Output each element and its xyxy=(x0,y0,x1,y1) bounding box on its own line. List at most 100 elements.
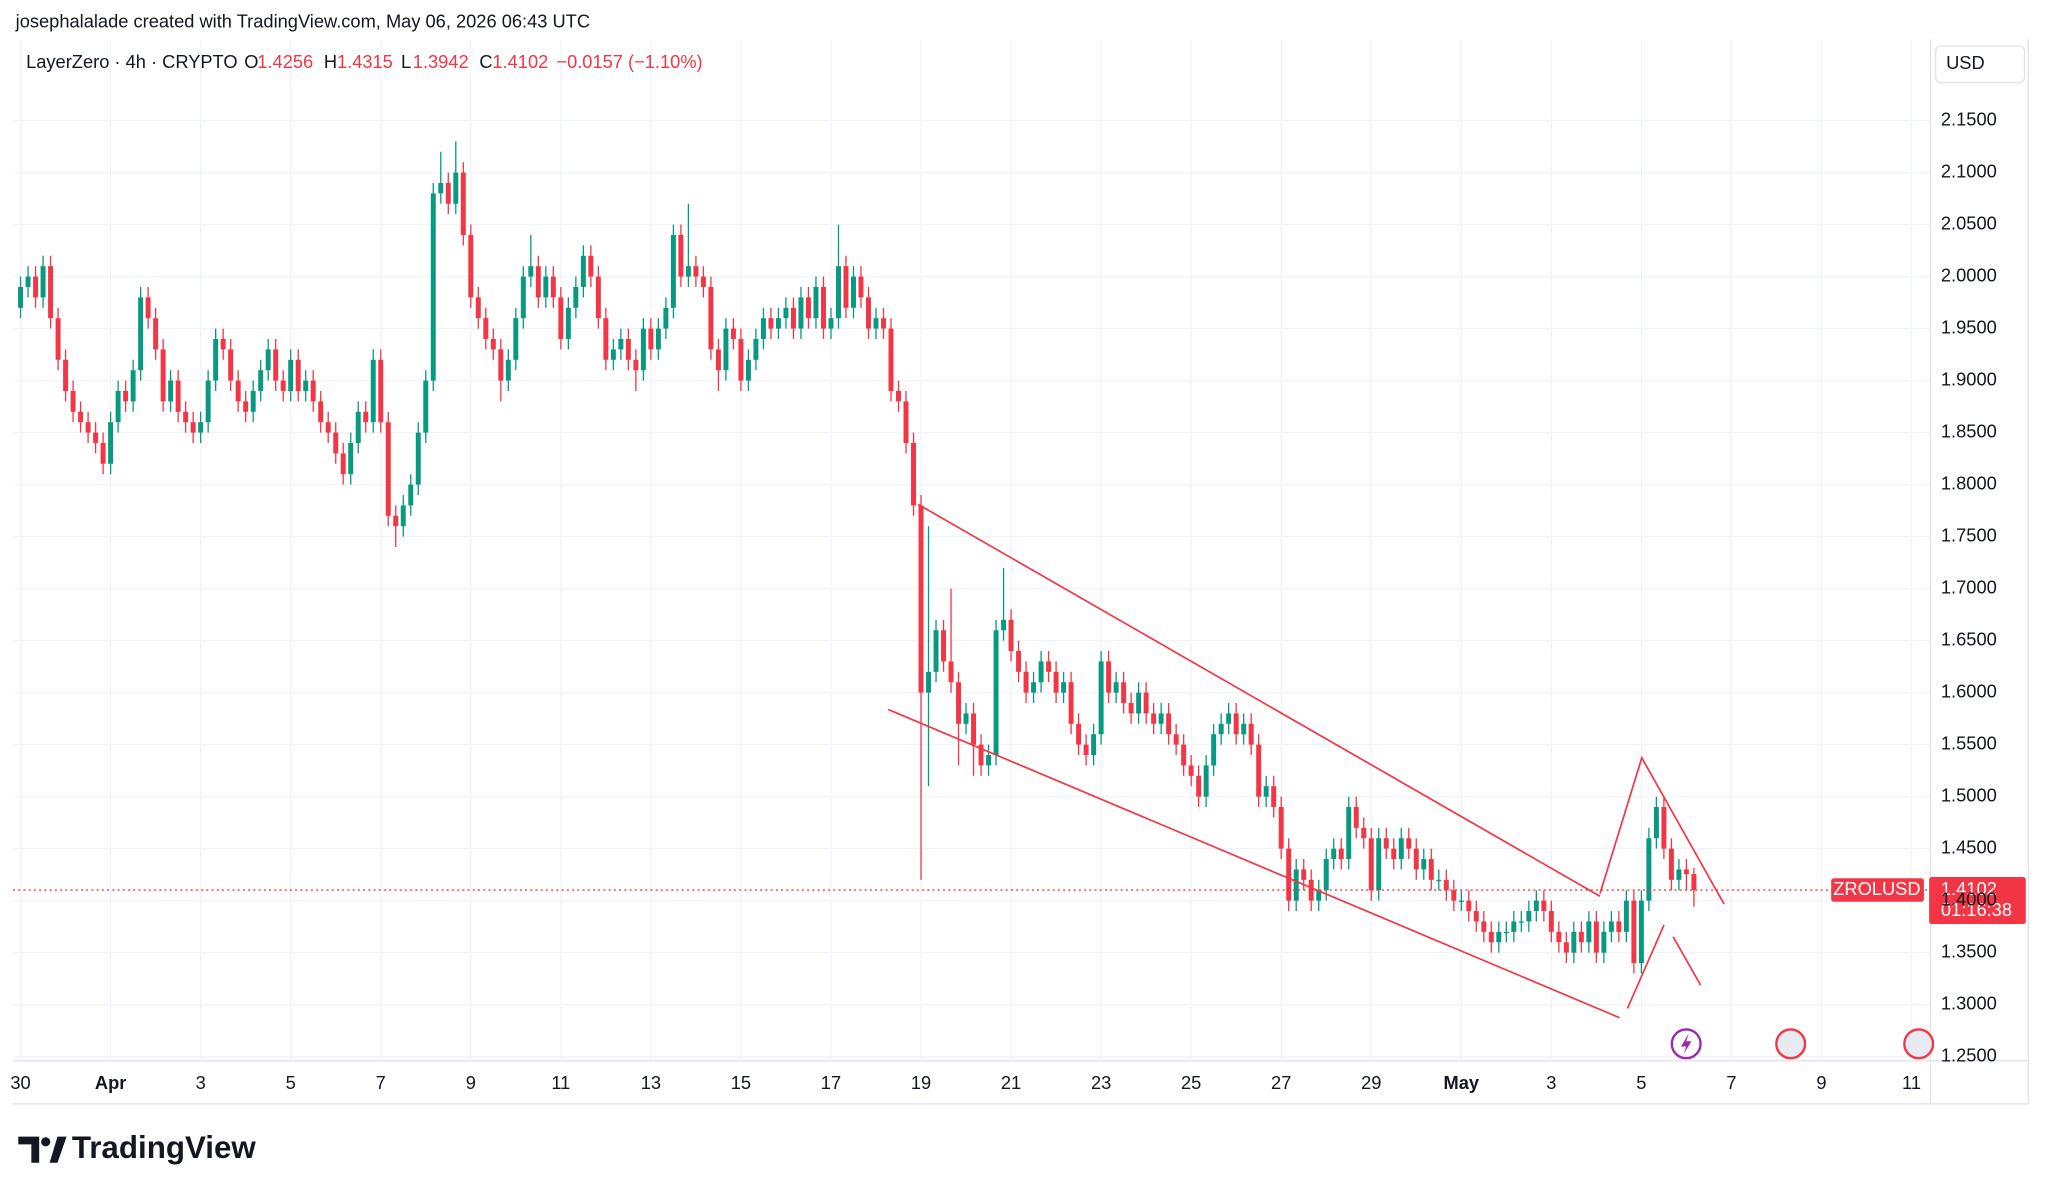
candle-body xyxy=(790,307,796,329)
candle-body xyxy=(498,349,504,381)
candle-body xyxy=(303,380,309,391)
candle-body xyxy=(340,453,346,475)
candle-body xyxy=(1323,859,1329,891)
y-tick-label: 1.5500 xyxy=(1941,732,1997,753)
ohlc-value: 1.4256 xyxy=(257,51,313,72)
currency-box[interactable] xyxy=(1935,45,2026,84)
candle-body xyxy=(640,328,646,371)
candle-body xyxy=(655,328,661,350)
candle-body xyxy=(1098,661,1104,735)
logo-mark xyxy=(41,1137,51,1147)
x-tick-label: 19 xyxy=(911,1072,931,1093)
candle-body xyxy=(933,630,939,672)
y-tick-label: 1.5000 xyxy=(1941,784,1997,805)
candle-body xyxy=(1263,786,1269,797)
candle-body xyxy=(1158,713,1164,724)
candle-body xyxy=(1203,765,1209,797)
candle-body xyxy=(1338,848,1344,860)
candle-body xyxy=(1608,921,1614,932)
candle-body xyxy=(205,380,211,423)
candle-body xyxy=(881,318,886,329)
candle-body xyxy=(1488,931,1494,943)
change: −0.0157 (−1.10%) xyxy=(556,51,702,72)
x-tick-label: 17 xyxy=(821,1072,841,1093)
candle-body xyxy=(378,359,384,423)
candle-body xyxy=(1458,900,1464,902)
candle-body xyxy=(610,349,616,360)
candle-body xyxy=(918,505,924,693)
candle-body xyxy=(25,276,31,287)
y-tick-label: 1.7500 xyxy=(1941,524,1997,545)
candle-body xyxy=(663,307,669,329)
candle-body xyxy=(1226,713,1232,724)
candle-body xyxy=(963,713,969,724)
candle-body xyxy=(258,370,264,391)
ohlc-label: L xyxy=(401,51,411,72)
x-tick-label: Apr xyxy=(95,1072,126,1093)
candle-body xyxy=(903,401,909,444)
candle-body xyxy=(693,266,699,277)
candle-body xyxy=(1511,921,1517,932)
candle-body xyxy=(700,276,706,287)
candle-body xyxy=(153,318,159,350)
candle-body xyxy=(633,359,639,371)
candle-body xyxy=(873,318,879,329)
candle-body xyxy=(1533,900,1539,912)
candle-body xyxy=(100,443,106,464)
candle-body xyxy=(1151,713,1157,724)
candle-body xyxy=(318,401,324,423)
x-tick-label: 25 xyxy=(1181,1072,1201,1093)
candle-body xyxy=(971,713,977,745)
candle-body xyxy=(1241,723,1247,735)
candle-body xyxy=(520,276,526,319)
candle-body xyxy=(1248,723,1254,745)
candle-body xyxy=(1541,900,1547,912)
candle-body xyxy=(1481,921,1487,932)
candle-body xyxy=(528,266,534,277)
candle-body xyxy=(393,515,399,527)
trend-line xyxy=(1672,936,1702,986)
candle-body xyxy=(430,193,436,381)
symbol-title: LayerZero · 4h · CRYPTO xyxy=(26,51,237,72)
candle-body xyxy=(85,422,91,433)
candle-body xyxy=(1376,838,1382,891)
candle-body xyxy=(595,276,601,319)
candle-body xyxy=(866,297,871,329)
candle-body xyxy=(1668,848,1674,880)
x-tick-label: 23 xyxy=(1091,1072,1111,1093)
x-tick-label: 15 xyxy=(731,1072,751,1093)
candle-body xyxy=(828,318,834,329)
candle-body xyxy=(468,234,474,298)
symbol-label: ZROLUSD xyxy=(1833,878,1920,899)
candle-body xyxy=(1346,807,1352,860)
candle-body xyxy=(138,297,144,371)
candle-body xyxy=(70,390,76,412)
candle-body xyxy=(805,297,811,319)
candle-body xyxy=(1136,692,1142,714)
candle-body xyxy=(1166,713,1172,735)
y-tick-label: 1.4000 xyxy=(1941,888,1997,909)
candle-body xyxy=(1571,931,1577,953)
x-tick-label: 3 xyxy=(196,1072,206,1093)
candle-body xyxy=(483,318,489,339)
flag-icon xyxy=(1775,1028,1807,1060)
candle-body xyxy=(1421,859,1427,870)
candle-body xyxy=(1556,931,1562,943)
candle-body xyxy=(1068,682,1074,724)
candle-body xyxy=(40,266,46,298)
y-tick-label: 1.2500 xyxy=(1941,1044,1997,1065)
candle-body xyxy=(1383,838,1389,849)
candle-body xyxy=(1286,848,1292,901)
candle-body xyxy=(753,338,759,360)
candle-body xyxy=(1391,848,1397,860)
candle-body xyxy=(1413,848,1419,870)
candle-body xyxy=(678,234,684,277)
candle-body xyxy=(1271,786,1277,808)
candle-body xyxy=(888,328,894,391)
candle-body xyxy=(1076,723,1082,745)
candle-body xyxy=(948,661,954,683)
candle-body xyxy=(63,359,69,391)
candle-body xyxy=(1406,838,1412,849)
candle-body xyxy=(475,297,481,319)
